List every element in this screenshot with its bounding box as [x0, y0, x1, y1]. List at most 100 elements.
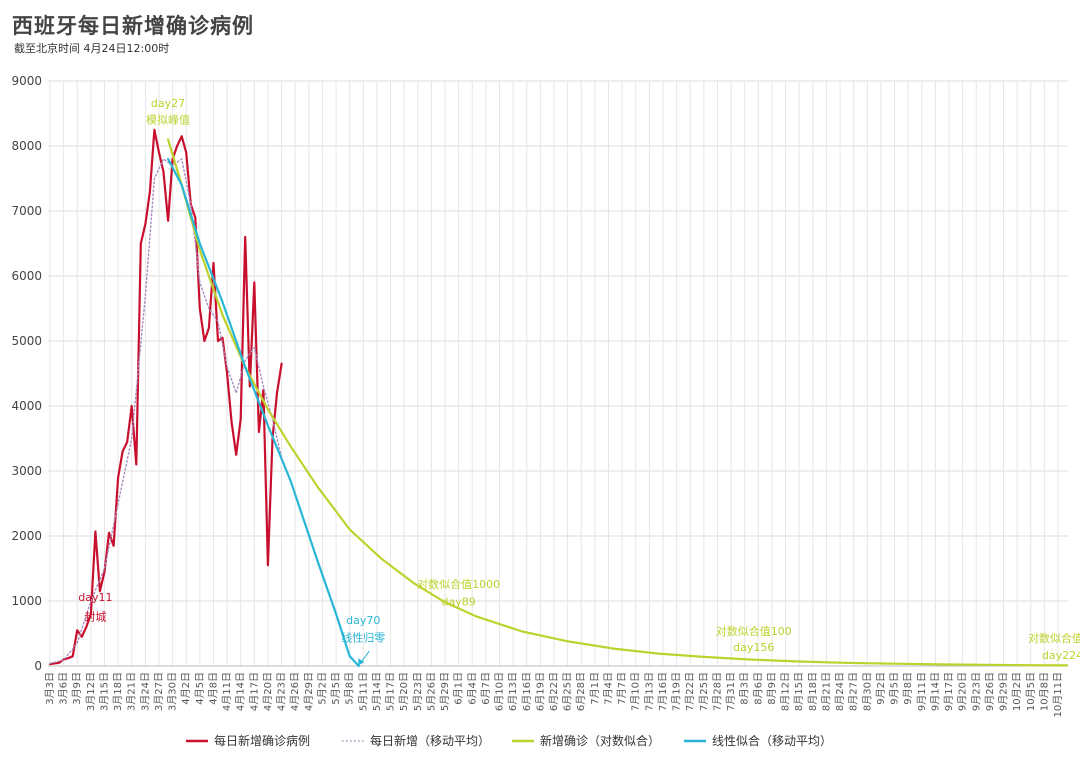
x-tick-label: 3月9日 [71, 672, 83, 705]
legend-label-1: 每日新增（移动平均） [370, 733, 490, 748]
x-tick-label: 8月12日 [780, 672, 792, 711]
x-tick-label: 10月5日 [1025, 672, 1037, 711]
x-tick-label: 8月30日 [861, 672, 873, 711]
x-tick-label: 10月2日 [1011, 672, 1023, 711]
x-tick-label: 4月14日 [235, 672, 247, 711]
x-tick-label: 9月23日 [970, 672, 982, 711]
x-tick-label: 7月4日 [602, 672, 614, 705]
x-tick-label: 6月28日 [575, 672, 587, 711]
annotation-label: 模拟峰值 [146, 112, 190, 126]
x-tick-label: 8月9日 [766, 672, 778, 705]
x-tick-label: 7月22日 [684, 672, 696, 711]
x-tick-label: 4月2日 [180, 672, 192, 705]
x-tick-label: 9月8日 [902, 672, 914, 705]
x-tick-label: 4月29日 [303, 672, 315, 711]
x-tick-label: 5月26日 [425, 672, 437, 711]
x-tick-label: 5月20日 [398, 672, 410, 711]
series-line-3 [167, 157, 360, 668]
annotation-label: day70 [346, 614, 380, 627]
y-tick-label: 7000 [11, 204, 42, 218]
x-tick-label: 8月18日 [807, 672, 819, 711]
x-tick-label: 9月29日 [998, 672, 1010, 711]
x-tick-label: 9月17日 [943, 672, 955, 711]
x-tick-label: 10月11日 [1052, 672, 1064, 717]
x-tick-label: 8月3日 [739, 672, 751, 705]
x-tick-label: 8月27日 [848, 672, 860, 711]
x-tick-label: 5月2日 [316, 672, 328, 705]
x-tick-label: 4月17日 [248, 672, 260, 711]
x-tick-label: 6月19日 [534, 672, 546, 711]
x-tick-label: 4月11日 [221, 672, 233, 711]
x-tick-label: 5月14日 [371, 672, 383, 711]
x-tick-label: 3月18日 [112, 672, 124, 711]
y-tick-label: 2000 [11, 529, 42, 543]
x-tick-label: 3月21日 [126, 672, 138, 711]
x-tick-label: 7月16日 [657, 672, 669, 711]
grid-lines [48, 80, 1068, 667]
x-tick-label: 6月10日 [494, 672, 506, 711]
y-axis: 0 1000 2000 3000 4000 5000 6000 7000 8000 9000 [11, 74, 42, 673]
x-tick-label: 5月29日 [439, 672, 451, 711]
x-tick-label: 6月25日 [562, 672, 574, 711]
x-tick-label: 7月10日 [630, 672, 642, 711]
x-tick-label: 7月19日 [671, 672, 683, 711]
x-tick-label: 4月20日 [262, 672, 274, 711]
legend-label-3: 线性似合（移动平均） [712, 733, 832, 748]
x-tick-label: 4月8日 [207, 672, 219, 705]
annotation-label: 对数似合值10 [1028, 631, 1080, 645]
annotation-label: 对数似合值100 [716, 624, 792, 638]
annotation-label: day11 [78, 591, 112, 604]
x-tick-label: 3月27日 [153, 672, 165, 711]
annotation-label: day89 [442, 596, 476, 609]
annotation-label: 封城 [84, 610, 106, 624]
annotation-label: day27 [151, 97, 185, 110]
annotation-label: 对数似合值1000 [417, 577, 500, 591]
x-tick-label: 4月23日 [276, 672, 288, 711]
series-line-1 [49, 158, 283, 665]
chart-subtitle: 截至北京时间 4月24日12:00时 [14, 42, 170, 55]
legend-label-0: 每日新增确诊病例 [214, 733, 310, 748]
x-tick-label: 7月13日 [643, 672, 655, 711]
annotation-label: day224 [1042, 649, 1080, 662]
x-tick-label: 7月31日 [725, 672, 737, 711]
x-tick-label: 7月28日 [711, 672, 723, 711]
x-tick-label: 5月17日 [385, 672, 397, 711]
y-tick-label: 8000 [11, 139, 42, 153]
x-tick-label: 3月3日 [44, 672, 56, 705]
x-tick-label: 9月11日 [916, 672, 928, 711]
x-tick-label: 9月2日 [875, 672, 887, 705]
chart-title: 西班牙每日新增确诊病例 [12, 14, 254, 38]
x-tick-label: 3月6日 [58, 672, 70, 705]
y-tick-label: 1000 [11, 594, 42, 608]
x-tick-label: 3月15日 [98, 672, 110, 711]
x-tick-label: 5月5日 [330, 672, 342, 705]
x-tick-label: 9月5日 [889, 672, 901, 705]
y-tick-label: 5000 [11, 334, 42, 348]
x-tick-label: 5月11日 [357, 672, 369, 711]
legend-label-2: 新增确诊（对数似合） [540, 733, 660, 748]
x-tick-label: 6月1日 [453, 672, 465, 705]
x-tick-label: 5月8日 [344, 672, 356, 705]
legend: 每日新增确诊病例 每日新增（移动平均） 新增确诊（对数似合） 线性似合（移动平均） [186, 733, 832, 748]
x-tick-label: 4月5日 [194, 672, 206, 705]
series-line-2 [167, 138, 1069, 667]
x-tick-label: 10月8日 [1038, 672, 1050, 711]
annotations: day11 封城 day27 模拟峰值 day70 线性归零 对数似合值1000 day89 对… [78, 97, 1080, 666]
x-tick-label: 6月13日 [507, 672, 519, 711]
x-tick-label: 3月12日 [85, 672, 97, 711]
x-tick-label: 3月24日 [139, 672, 151, 711]
y-tick-label: 3000 [11, 464, 42, 478]
y-tick-label: 6000 [11, 269, 42, 283]
series-lines [48, 128, 1069, 668]
x-axis: 3月3日 3月6日 3月9日 3月12日 3月15日 3月18日 3月21日 3月24日 3月2… [44, 665, 1068, 717]
x-tick-label: 6月4日 [466, 672, 478, 705]
x-tick-label: 9月14日 [929, 672, 941, 711]
x-tick-label: 4月26日 [289, 672, 301, 711]
x-tick-label: 6月16日 [521, 672, 533, 711]
x-tick-label: 6月7日 [480, 672, 492, 705]
x-tick-label: 7月1日 [589, 672, 601, 705]
x-tick-label: 7月7日 [616, 672, 628, 705]
x-tick-label: 9月26日 [984, 672, 996, 711]
series-line-0 [48, 128, 283, 666]
